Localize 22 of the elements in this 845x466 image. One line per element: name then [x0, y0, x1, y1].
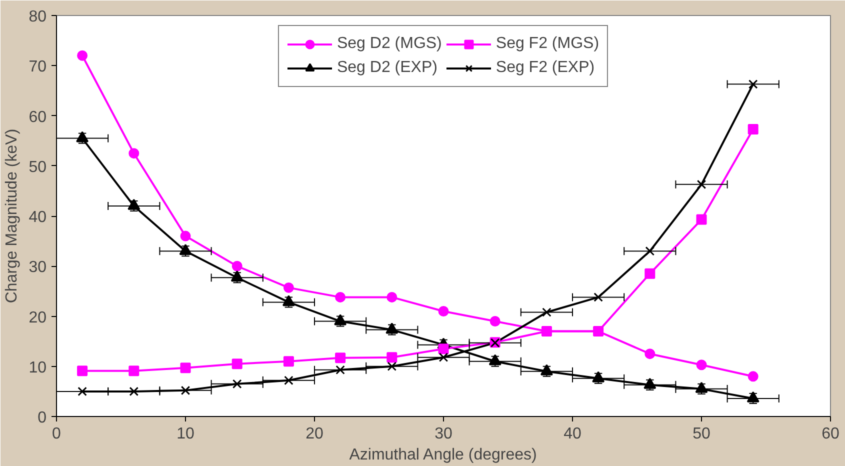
x-tick-label: 10	[176, 426, 194, 442]
y-tick-label: 0	[38, 410, 47, 426]
y-tick-label: 10	[28, 359, 47, 376]
x-tick-label: 30	[434, 426, 452, 442]
x-axis-title: Azimuthal Angle (degrees)	[349, 446, 537, 464]
y-tick-label: 80	[28, 8, 47, 26]
legend-label: Seg F2 (MGS)	[496, 35, 600, 53]
x-tick-label: 40	[564, 426, 582, 442]
x-tick-label: 50	[692, 426, 710, 442]
y-axis-title: Charge Magnitude (keV)	[4, 128, 21, 304]
legend-label: Seg F2 (EXP)	[496, 59, 595, 77]
x-tick-label: 20	[306, 426, 324, 442]
legend-label: Seg D2 (EXP)	[336, 59, 438, 77]
x-tick-label: 60	[822, 426, 840, 442]
y-tick-label: 50	[28, 158, 47, 176]
legend-label: Seg D2 (MGS)	[336, 35, 442, 53]
y-tick-label: 60	[28, 108, 47, 126]
y-tick-label: 70	[28, 58, 47, 76]
x-tick-label: 0	[52, 426, 62, 442]
y-tick-label: 40	[28, 209, 47, 226]
y-tick-label: 20	[28, 309, 47, 326]
y-tick-label: 30	[28, 259, 47, 276]
